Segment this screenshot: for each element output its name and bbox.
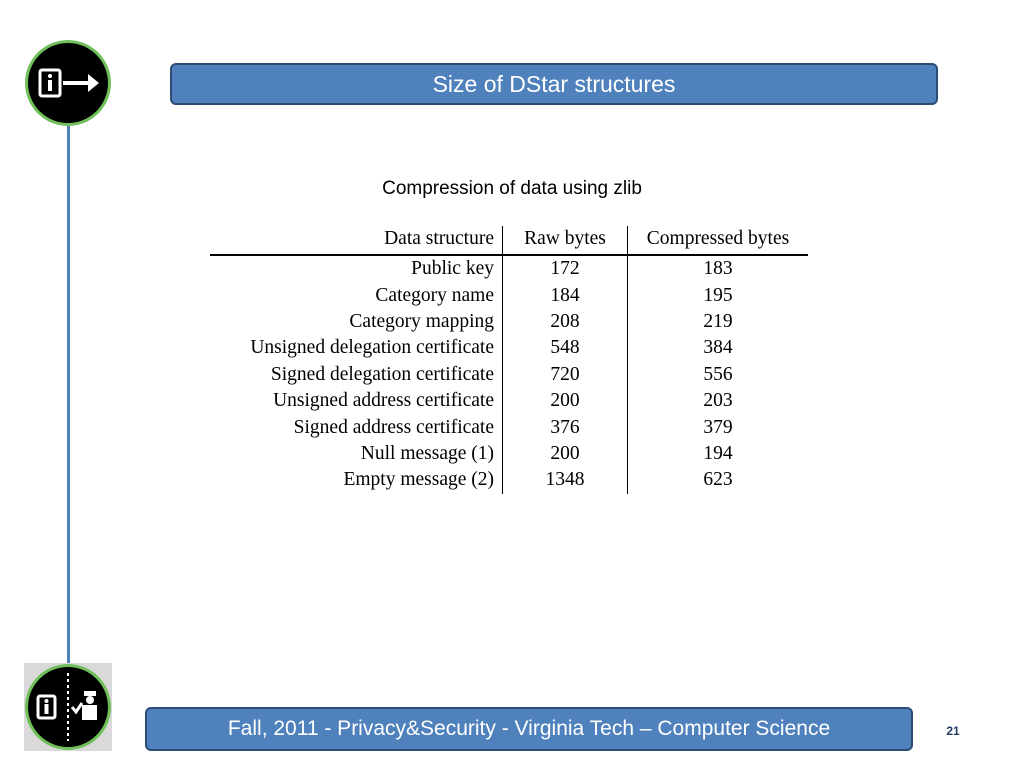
column-header: Compressed bytes (627, 226, 808, 256)
cell-data-structure: Unsigned address certificate (210, 387, 503, 415)
page-number: 21 (946, 724, 960, 738)
cell-raw-bytes: 200 (502, 387, 628, 415)
slide-subtitle: Compression of data using zlib (382, 178, 642, 199)
table-row: Empty message (2) 1348 623 (210, 467, 808, 494)
table-row: Public key 172 183 (210, 255, 808, 283)
column-header: Raw bytes (502, 226, 628, 256)
table-row: Category name 184 195 (210, 282, 808, 309)
cell-data-structure: Unsigned delegation certificate (210, 335, 503, 362)
cell-compressed-bytes: 384 (703, 337, 733, 359)
cell-data-structure: Category name (210, 282, 503, 309)
cell-raw-bytes: 172 (502, 255, 628, 283)
compression-table: Data structure Raw bytes Compressed byte… (210, 226, 808, 494)
cell-raw-bytes: 184 (502, 282, 628, 309)
logo-top (28, 43, 108, 123)
footer-bar: Fall, 2011 - Privacy&Security - Virginia… (145, 707, 913, 751)
column-header: Data structure (210, 226, 503, 256)
cell-raw-bytes: 208 (502, 308, 628, 336)
cell-raw-bytes: 200 (502, 440, 628, 468)
table-body: Public key 172 183 Category name 184 195 Categ… (210, 255, 808, 494)
cell-compressed-bytes: 183 (703, 258, 733, 280)
vertical-rail (67, 118, 70, 668)
table-row: Unsigned delegation certificate 548 384 (210, 335, 808, 362)
logo-bottom (28, 667, 108, 747)
slide-title: Size of DStar structures (170, 63, 938, 105)
cell-data-structure: Null message (1) (210, 440, 503, 468)
info-arrow-icon (38, 68, 99, 98)
info-officer-icon (36, 673, 97, 741)
cell-data-structure: Category mapping (210, 308, 503, 336)
cell-raw-bytes: 1348 (502, 467, 628, 494)
cell-data-structure: Public key (210, 255, 503, 283)
cell-data-structure: Signed address certificate (210, 414, 503, 441)
table-row: Signed delegation certificate 720 556 (210, 361, 808, 388)
cell-compressed-bytes: 379 (703, 416, 733, 438)
table-row: Signed address certificate 376 379 (210, 414, 808, 441)
cell-compressed-bytes: 219 (703, 310, 733, 332)
table-row: Null message (1) 200 194 (210, 440, 808, 468)
cell-raw-bytes: 376 (502, 414, 628, 441)
cell-compressed-bytes: 203 (703, 390, 733, 412)
cell-data-structure: Signed delegation certificate (210, 361, 503, 388)
table-row: Category mapping 208 219 (210, 308, 808, 336)
cell-raw-bytes: 720 (502, 361, 628, 388)
cell-compressed-bytes: 556 (703, 363, 733, 385)
cell-data-structure: Empty message (2) (210, 467, 503, 494)
table-header-row: Data structure Raw bytes Compressed byte… (210, 226, 808, 256)
table-row: Unsigned address certificate 200 203 (210, 387, 808, 415)
cell-compressed-bytes: 623 (703, 469, 733, 491)
cell-raw-bytes: 548 (502, 335, 628, 362)
cell-compressed-bytes: 195 (703, 284, 733, 306)
cell-compressed-bytes: 194 (703, 442, 733, 464)
